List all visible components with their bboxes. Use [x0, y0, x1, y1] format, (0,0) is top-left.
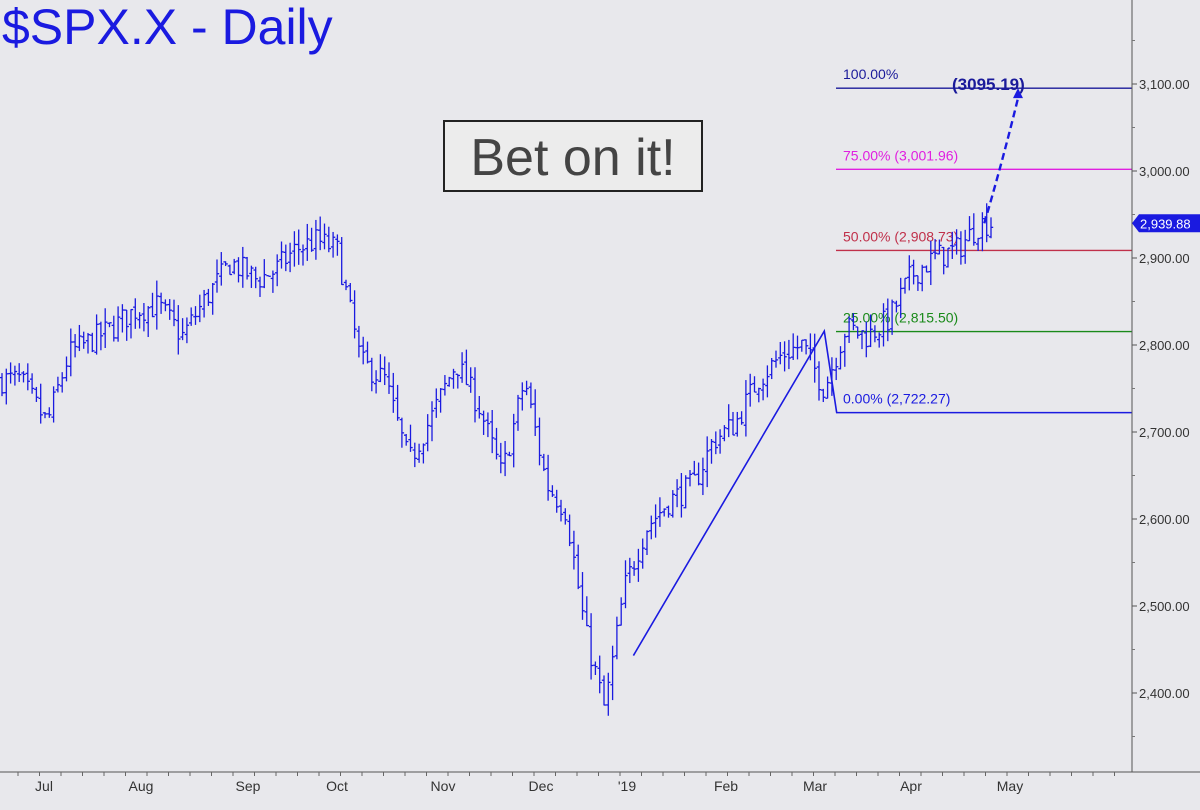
y-tick-label: 2,900.00: [1139, 251, 1190, 266]
x-tick-label: Mar: [803, 778, 827, 794]
last-price-flag: [1132, 214, 1200, 233]
y-tick-label: 2,700.00: [1139, 425, 1190, 440]
y-tick-label: 2,500.00: [1139, 599, 1190, 614]
last-price-label: 2,939.88: [1140, 216, 1191, 231]
fib-level-label: 75.00% (3,001.96): [843, 147, 958, 163]
price-bars: [0, 203, 994, 716]
x-tick-label: Oct: [326, 778, 348, 794]
x-tick-label: Jul: [35, 778, 53, 794]
chart-title: $SPX.X - Daily: [2, 0, 333, 55]
fib-level-label: 100.00%: [843, 66, 898, 82]
x-tick-label: Dec: [529, 778, 554, 794]
x-tick-label: Apr: [900, 778, 922, 794]
abc-pattern: [632, 88, 1023, 656]
y-tick-label: 2,400.00: [1139, 686, 1190, 701]
projection-arrowhead: [1013, 88, 1023, 99]
fib-level-label: 0.00% (2,722.27): [843, 391, 950, 407]
fibonacci-levels: 100.00% 75.00% (3,001.96) 50.00% (2,908.73…: [836, 66, 1132, 414]
x-tick-label: Nov: [431, 778, 456, 794]
y-tick-label: 2,600.00: [1139, 512, 1190, 527]
target-label: (3095.19): [952, 75, 1025, 94]
fib-level-label: 50.00% (2,908.73): [843, 228, 958, 244]
x-tick-label: Sep: [236, 778, 261, 794]
x-tick-label: Feb: [714, 778, 738, 794]
callout-box: Bet on it!: [443, 120, 703, 192]
y-tick-label: 3,000.00: [1139, 164, 1190, 179]
y-tick-label: 2,800.00: [1139, 338, 1190, 353]
projection-dashed-line: [983, 97, 1020, 224]
x-tick-label: May: [997, 778, 1023, 794]
y-tick-label: 3,100.00: [1139, 77, 1190, 92]
x-tick-label: Aug: [129, 778, 154, 794]
x-tick-label: '19: [618, 778, 636, 794]
abc-pattern-line: [632, 328, 838, 656]
